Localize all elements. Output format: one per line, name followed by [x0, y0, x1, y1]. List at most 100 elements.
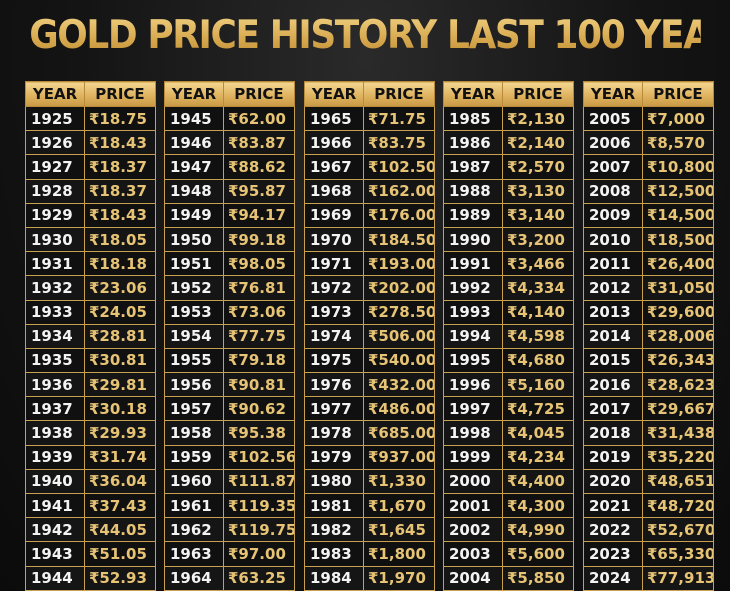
price-table-3: YEAR PRICE 1965 ₹71.75 1966 ₹83.75 1967 ₹102.50…: [304, 81, 435, 591]
table-row: 1962 ₹119.75: [164, 517, 295, 543]
price-cell: ₹102.56: [223, 444, 295, 470]
price-cell: ₹18.43: [84, 202, 156, 228]
table-row: 1985 ₹2,130: [443, 105, 574, 132]
price-cell: ₹12,500: [642, 178, 714, 204]
table-row: 1930 ₹18.05: [25, 226, 156, 253]
price-table-2: YEAR PRICE 1945 ₹62.00 1946 ₹83.87 1947 ₹88.62 1…: [164, 81, 295, 591]
price-cell: ₹26,400: [642, 251, 714, 277]
table-row: 2022 ₹52,670: [583, 517, 714, 543]
price-cell: ₹4,234: [502, 444, 574, 470]
table-row: 1983 ₹1,800: [304, 541, 435, 567]
year-cell: 1968: [304, 178, 364, 204]
price-cell: ₹28,623: [642, 372, 714, 398]
year-cell: 1983: [304, 541, 364, 567]
year-cell: 2013: [583, 299, 643, 325]
price-cell: ₹98.05: [223, 251, 295, 277]
price-cell: ₹162.00: [363, 178, 435, 204]
year-column-header: YEAR: [443, 81, 503, 107]
price-cell: ₹486.00: [363, 396, 435, 422]
year-cell: 1974: [304, 323, 364, 349]
table-row: 1961 ₹119.35: [164, 492, 295, 519]
year-cell: 1969: [304, 202, 364, 228]
price-cell: ₹24.05: [84, 299, 156, 325]
year-cell: 1984: [304, 565, 364, 591]
price-cell: ₹29,600: [642, 299, 714, 325]
price-cell: ₹102.50: [363, 154, 435, 180]
price-cell: ₹202.00: [363, 275, 435, 301]
table-row: 1951 ₹98.05: [164, 251, 295, 277]
price-column-header: PRICE: [642, 81, 714, 107]
table-header-row: YEAR PRICE: [164, 81, 295, 107]
price-cell: ₹79.18: [223, 347, 295, 374]
table-row: 1941 ₹37.43: [25, 492, 156, 519]
price-cell: ₹31,050: [642, 275, 714, 301]
year-cell: 2024: [583, 565, 643, 591]
price-cell: ₹5,160: [502, 372, 574, 398]
year-cell: 2006: [583, 130, 643, 156]
table-row: 1954 ₹77.75: [164, 323, 295, 349]
year-cell: 2016: [583, 372, 643, 398]
price-cell: ₹30.81: [84, 347, 156, 374]
year-cell: 1962: [164, 517, 224, 543]
table-row: 2016 ₹28,623: [583, 372, 714, 398]
year-cell: 2008: [583, 178, 643, 204]
price-cell: ₹29.81: [84, 372, 156, 398]
price-cell: ₹4,680: [502, 347, 574, 374]
year-cell: 1945: [164, 105, 224, 132]
table-row: 1993 ₹4,140: [443, 299, 574, 325]
year-cell: 1992: [443, 275, 503, 301]
price-cell: ₹540.00: [363, 347, 435, 374]
table-row: 1958 ₹95.38: [164, 420, 295, 446]
table-row: 1934 ₹28.81: [25, 323, 156, 349]
year-cell: 1994: [443, 323, 503, 349]
price-cell: ₹176.00: [363, 202, 435, 228]
price-cell: ₹1,670: [363, 492, 435, 519]
table-row: 1997 ₹4,725: [443, 396, 574, 422]
table-row: 2000 ₹4,400: [443, 468, 574, 495]
price-cell: ₹193.00: [363, 251, 435, 277]
table-row: 1940 ₹36.04: [25, 468, 156, 495]
year-cell: 1928: [25, 178, 85, 204]
year-cell: 1965: [304, 105, 364, 132]
table-row: 1963 ₹97.00: [164, 541, 295, 567]
price-cell: ₹94.17: [223, 202, 295, 228]
table-row: 1949 ₹94.17: [164, 202, 295, 228]
table-row: 1957 ₹90.62: [164, 396, 295, 422]
price-cell: ₹1,800: [363, 541, 435, 567]
table-row: 2006 ₹8,570: [583, 130, 714, 156]
price-cell: ₹73.06: [223, 299, 295, 325]
price-cell: ₹36.04: [84, 468, 156, 495]
table-row: 2002 ₹4,990: [443, 517, 574, 543]
year-cell: 2004: [443, 565, 503, 591]
table-row: 1974 ₹506.00: [304, 323, 435, 349]
table-row: 1980 ₹1,330: [304, 468, 435, 495]
year-cell: 2001: [443, 492, 503, 519]
year-cell: 1954: [164, 323, 224, 349]
year-cell: 1942: [25, 517, 85, 543]
price-cell: ₹52,670: [642, 517, 714, 543]
year-cell: 1998: [443, 420, 503, 446]
price-cell: ₹3,130: [502, 178, 574, 204]
year-cell: 2000: [443, 468, 503, 495]
price-cell: ₹1,970: [363, 565, 435, 591]
year-cell: 1978: [304, 420, 364, 446]
page-title: GOLD PRICE HISTORY LAST 100 YEARS: [29, 8, 730, 64]
year-cell: 1972: [304, 275, 364, 301]
year-cell: 2018: [583, 420, 643, 446]
year-cell: 2007: [583, 154, 643, 180]
price-cell: ₹23.06: [84, 275, 156, 301]
table-row: 1999 ₹4,234: [443, 444, 574, 470]
price-cell: ₹432.00: [363, 372, 435, 398]
price-cell: ₹5,850: [502, 565, 574, 591]
year-cell: 1941: [25, 492, 85, 519]
table-row: 1982 ₹1,645: [304, 517, 435, 543]
price-cell: ₹119.75: [223, 517, 295, 543]
price-cell: ₹2,140: [502, 130, 574, 156]
year-cell: 1976: [304, 372, 364, 398]
year-cell: 1996: [443, 372, 503, 398]
price-cell: ₹4,725: [502, 396, 574, 422]
table-row: 1928 ₹18.37: [25, 178, 156, 204]
table-row: 1944 ₹52.93: [25, 565, 156, 591]
year-cell: 2005: [583, 105, 643, 132]
year-cell: 1932: [25, 275, 85, 301]
